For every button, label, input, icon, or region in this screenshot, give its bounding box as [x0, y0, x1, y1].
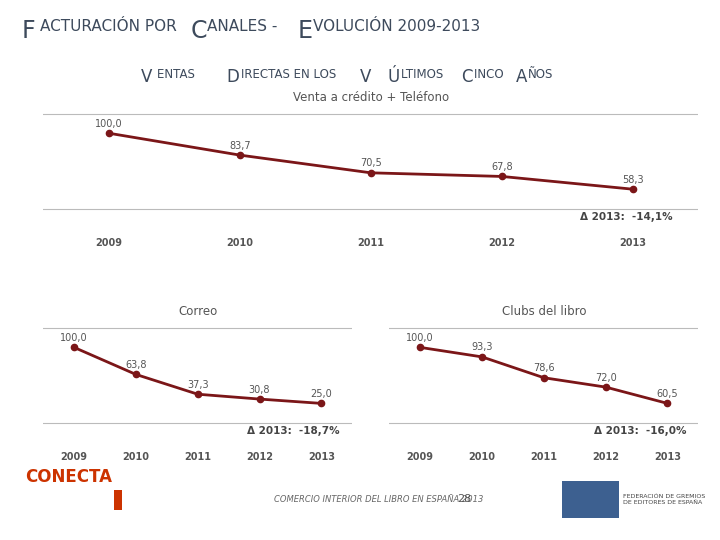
Text: LTIMOS: LTIMOS [401, 68, 447, 80]
Text: 67,8: 67,8 [491, 162, 513, 172]
Text: C: C [462, 68, 473, 85]
Text: 37,3: 37,3 [187, 380, 209, 390]
Text: IRECTAS EN LOS: IRECTAS EN LOS [241, 68, 341, 80]
Text: F: F [22, 19, 35, 43]
Text: Δ 2013:  -18,7%: Δ 2013: -18,7% [247, 426, 340, 436]
Text: COMERCIO INTERIOR DEL LIBRO EN ESPAÑA 2013: COMERCIO INTERIOR DEL LIBRO EN ESPAÑA 20… [274, 495, 483, 504]
Text: ACTURACIÓN POR: ACTURACIÓN POR [40, 19, 181, 34]
Title: Correo: Correo [178, 305, 217, 318]
Text: VOLUCIÓN 2009-2013: VOLUCIÓN 2009-2013 [313, 19, 480, 34]
Text: 60,5: 60,5 [657, 389, 678, 399]
Text: 70,5: 70,5 [360, 158, 382, 168]
Text: 100,0: 100,0 [406, 333, 434, 343]
Text: ÑOS: ÑOS [528, 68, 553, 80]
Text: 25,0: 25,0 [310, 389, 332, 399]
Text: 93,3: 93,3 [472, 342, 492, 353]
Text: Δ 2013:  -14,1%: Δ 2013: -14,1% [580, 212, 672, 221]
Title: Venta a crédito + Teléfono: Venta a crédito + Teléfono [293, 91, 449, 104]
Text: Δ 2013:  -16,0%: Δ 2013: -16,0% [593, 426, 686, 436]
Text: E: E [297, 19, 312, 43]
Text: D: D [227, 68, 240, 85]
Text: V: V [140, 68, 152, 85]
Text: 100,0: 100,0 [95, 119, 122, 129]
Text: FEDERACIÓN DE GREMIOS
DE EDITORES DE ESPAÑA: FEDERACIÓN DE GREMIOS DE EDITORES DE ESP… [623, 494, 705, 505]
Text: 28: 28 [457, 495, 472, 504]
Text: INCO: INCO [474, 68, 507, 80]
Title: Clubs del libro: Clubs del libro [502, 305, 586, 318]
Text: C: C [191, 19, 207, 43]
Text: 78,6: 78,6 [533, 363, 554, 373]
Text: A: A [516, 68, 527, 85]
Text: ENTAS: ENTAS [157, 68, 199, 80]
Text: 30,8: 30,8 [249, 384, 270, 395]
Text: Ú: Ú [387, 68, 400, 85]
Text: 100,0: 100,0 [60, 333, 88, 343]
Text: 72,0: 72,0 [595, 373, 616, 383]
Text: 63,8: 63,8 [125, 360, 147, 370]
Text: V: V [360, 68, 372, 85]
Text: CONECTA: CONECTA [25, 468, 112, 486]
Text: 58,3: 58,3 [622, 175, 644, 185]
Text: ANALES -: ANALES - [207, 19, 283, 34]
Text: 83,7: 83,7 [229, 140, 251, 151]
